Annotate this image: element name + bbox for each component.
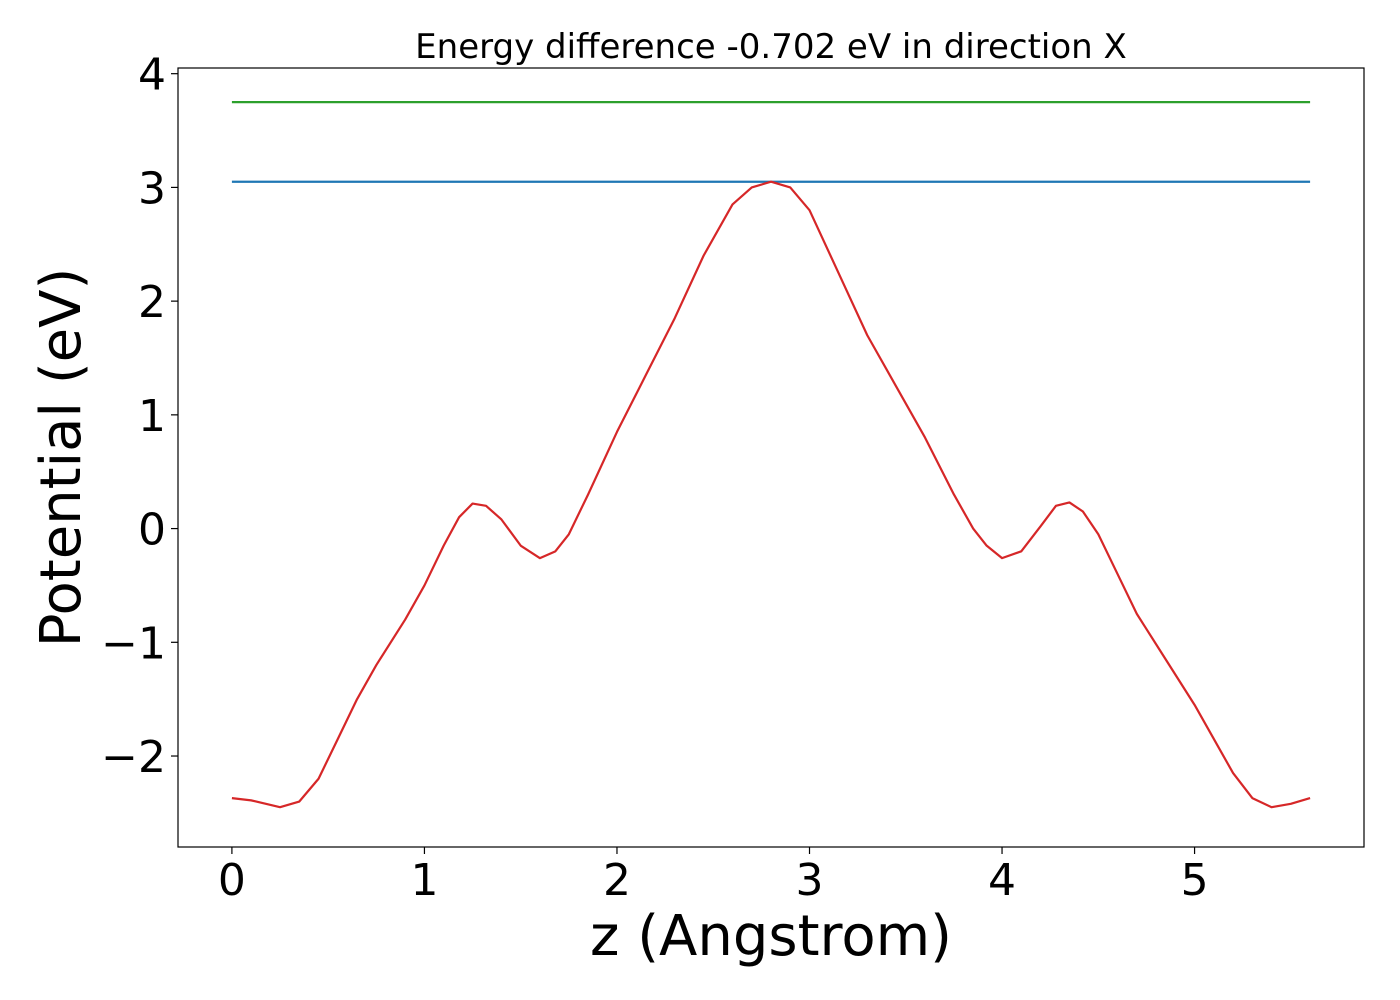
- y-axis-label: Potential (eV): [29, 268, 94, 648]
- x-tick-label: 4: [988, 855, 1016, 906]
- x-tick-label: 1: [410, 855, 438, 906]
- y-tick-label: 0: [138, 505, 166, 556]
- x-axis-label: z (Angstrom): [590, 904, 952, 969]
- series-line-2: [231, 180, 1311, 809]
- y-tick-label: 1: [138, 391, 166, 442]
- plot-area: [231, 101, 1311, 809]
- x-tick-label: 5: [1181, 855, 1209, 906]
- x-axis-ticks: 0 1 2 3 4 5: [218, 847, 1209, 906]
- y-tick-label: −1: [101, 618, 166, 669]
- x-tick-label: 0: [218, 855, 246, 906]
- y-tick-label: 2: [138, 277, 166, 328]
- y-tick-label: −2: [101, 732, 166, 783]
- y-tick-label: 4: [138, 50, 166, 101]
- chart-title: Energy difference -0.702 eV in direction…: [415, 27, 1127, 67]
- plot-frame: [177, 67, 1365, 848]
- x-tick-label: 3: [796, 855, 824, 906]
- y-tick-label: 3: [138, 163, 166, 214]
- y-axis-ticks: −2 −1 0 1 2 3 4: [101, 50, 178, 783]
- x-tick-label: 2: [603, 855, 631, 906]
